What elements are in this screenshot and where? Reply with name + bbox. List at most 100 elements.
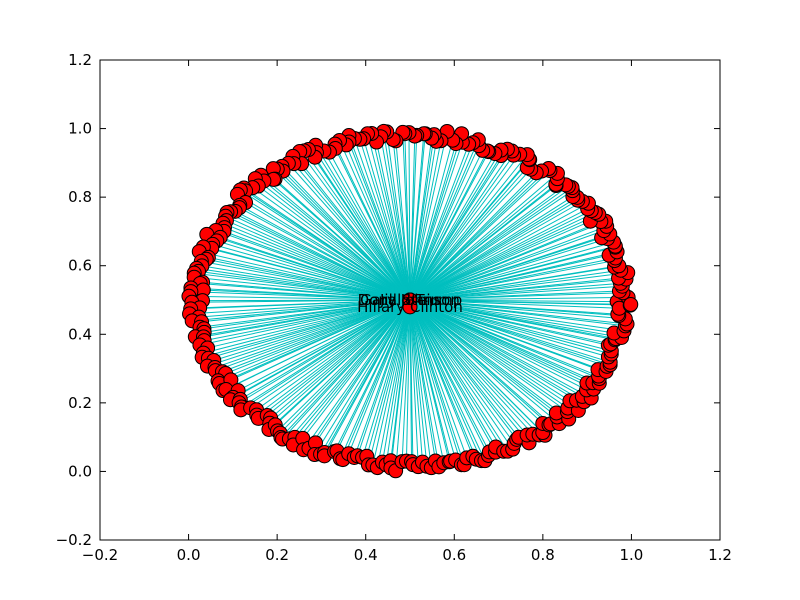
x-tick-label-5: 0.8	[531, 546, 555, 564]
x-tick-label-1: 0.0	[177, 546, 201, 564]
edge-200	[257, 299, 411, 419]
plot-frame	[99, 59, 721, 541]
edge-254	[409, 299, 468, 458]
edge-172	[203, 299, 411, 338]
edge-23	[409, 225, 607, 301]
x-tick-label-0: −0.2	[82, 546, 118, 564]
edge-55	[409, 150, 513, 301]
edge-238	[401, 299, 411, 462]
edge-310	[409, 299, 615, 334]
center-node-label-2: Jill Stein	[379, 291, 440, 309]
edge-61	[409, 150, 488, 301]
edge-236	[390, 299, 411, 469]
y-tick-label-3: 0.4	[68, 325, 92, 343]
edge-86	[383, 131, 411, 301]
edge-72	[409, 140, 442, 301]
edge-129	[239, 207, 411, 301]
center-node-label-1: Gary Johnson	[360, 291, 460, 309]
edge-187	[230, 299, 411, 381]
edge-242	[409, 299, 419, 467]
edge-202	[270, 299, 411, 419]
center-node-label-0: Donald Trump	[358, 291, 463, 309]
edge-241	[409, 299, 414, 465]
edge-264	[409, 299, 509, 452]
edge-185	[217, 299, 411, 382]
edge-163	[190, 299, 411, 310]
edge-245	[409, 299, 432, 468]
edge-119	[263, 180, 411, 301]
edge-84	[392, 139, 411, 301]
edge-91	[363, 138, 411, 301]
edge-283	[409, 299, 569, 409]
y-tick-label-0: −0.2	[56, 531, 92, 549]
edge-296	[409, 299, 599, 377]
edge-266	[409, 299, 515, 444]
edge-213	[302, 299, 411, 439]
edge-102	[315, 144, 411, 301]
edges-layer	[188, 131, 631, 471]
edge-282	[409, 299, 568, 413]
edge-90	[367, 133, 411, 301]
edge-127	[245, 202, 411, 301]
edge-263	[409, 299, 505, 452]
edge-256	[409, 299, 477, 460]
edge-277	[409, 299, 552, 425]
edge-211	[294, 299, 411, 438]
edge-9	[409, 269, 621, 301]
edge-92	[359, 139, 411, 301]
edge-1	[409, 296, 629, 301]
edge-239	[405, 299, 411, 462]
edge-207	[279, 299, 411, 434]
edge-232	[376, 299, 411, 468]
edge-201	[266, 299, 411, 416]
center-node-3	[402, 299, 418, 315]
edge-269	[409, 299, 530, 444]
edge-64	[409, 139, 479, 301]
edge-260	[409, 299, 490, 453]
edge-317	[409, 299, 620, 309]
edge-117	[273, 179, 411, 301]
edge-140	[206, 233, 411, 301]
ticks-layer	[99, 59, 721, 541]
edge-152	[194, 272, 411, 301]
y-tick-label-6: 1.0	[68, 120, 92, 138]
edge-134	[226, 220, 411, 301]
edge-316	[409, 299, 618, 315]
edge-105	[307, 149, 411, 301]
edge-100	[329, 151, 411, 301]
edge-110	[293, 163, 411, 301]
edge-39	[409, 184, 567, 301]
edge-109	[292, 156, 411, 301]
edge-258	[409, 299, 486, 461]
edge-173	[204, 299, 411, 342]
edge-58	[409, 149, 502, 301]
edge-161	[191, 299, 411, 303]
edge-234	[385, 299, 411, 465]
edge-32	[409, 200, 583, 301]
edge-233	[382, 299, 411, 463]
edge-159	[188, 295, 411, 301]
edge-176	[203, 299, 411, 354]
edge-15	[409, 251, 618, 301]
edge-309	[409, 299, 622, 338]
edge-209	[282, 299, 411, 440]
edge-65	[409, 142, 474, 301]
edge-52	[409, 154, 528, 301]
edge-148	[201, 260, 411, 301]
edge-287	[409, 299, 585, 403]
edge-17	[409, 245, 616, 301]
edge-262	[409, 299, 497, 448]
edge-231	[372, 299, 411, 466]
edge-294	[409, 299, 600, 384]
edge-71	[409, 131, 448, 301]
edge-301	[409, 299, 611, 363]
edge-212	[292, 299, 411, 446]
edge-66	[409, 144, 470, 301]
edge-175	[207, 299, 411, 349]
x-tick-label-4: 0.6	[442, 546, 466, 564]
edge-265	[409, 299, 514, 450]
edge-248	[409, 299, 445, 463]
edge-304	[409, 299, 612, 352]
edge-27	[409, 213, 599, 301]
edge-250	[409, 299, 452, 462]
